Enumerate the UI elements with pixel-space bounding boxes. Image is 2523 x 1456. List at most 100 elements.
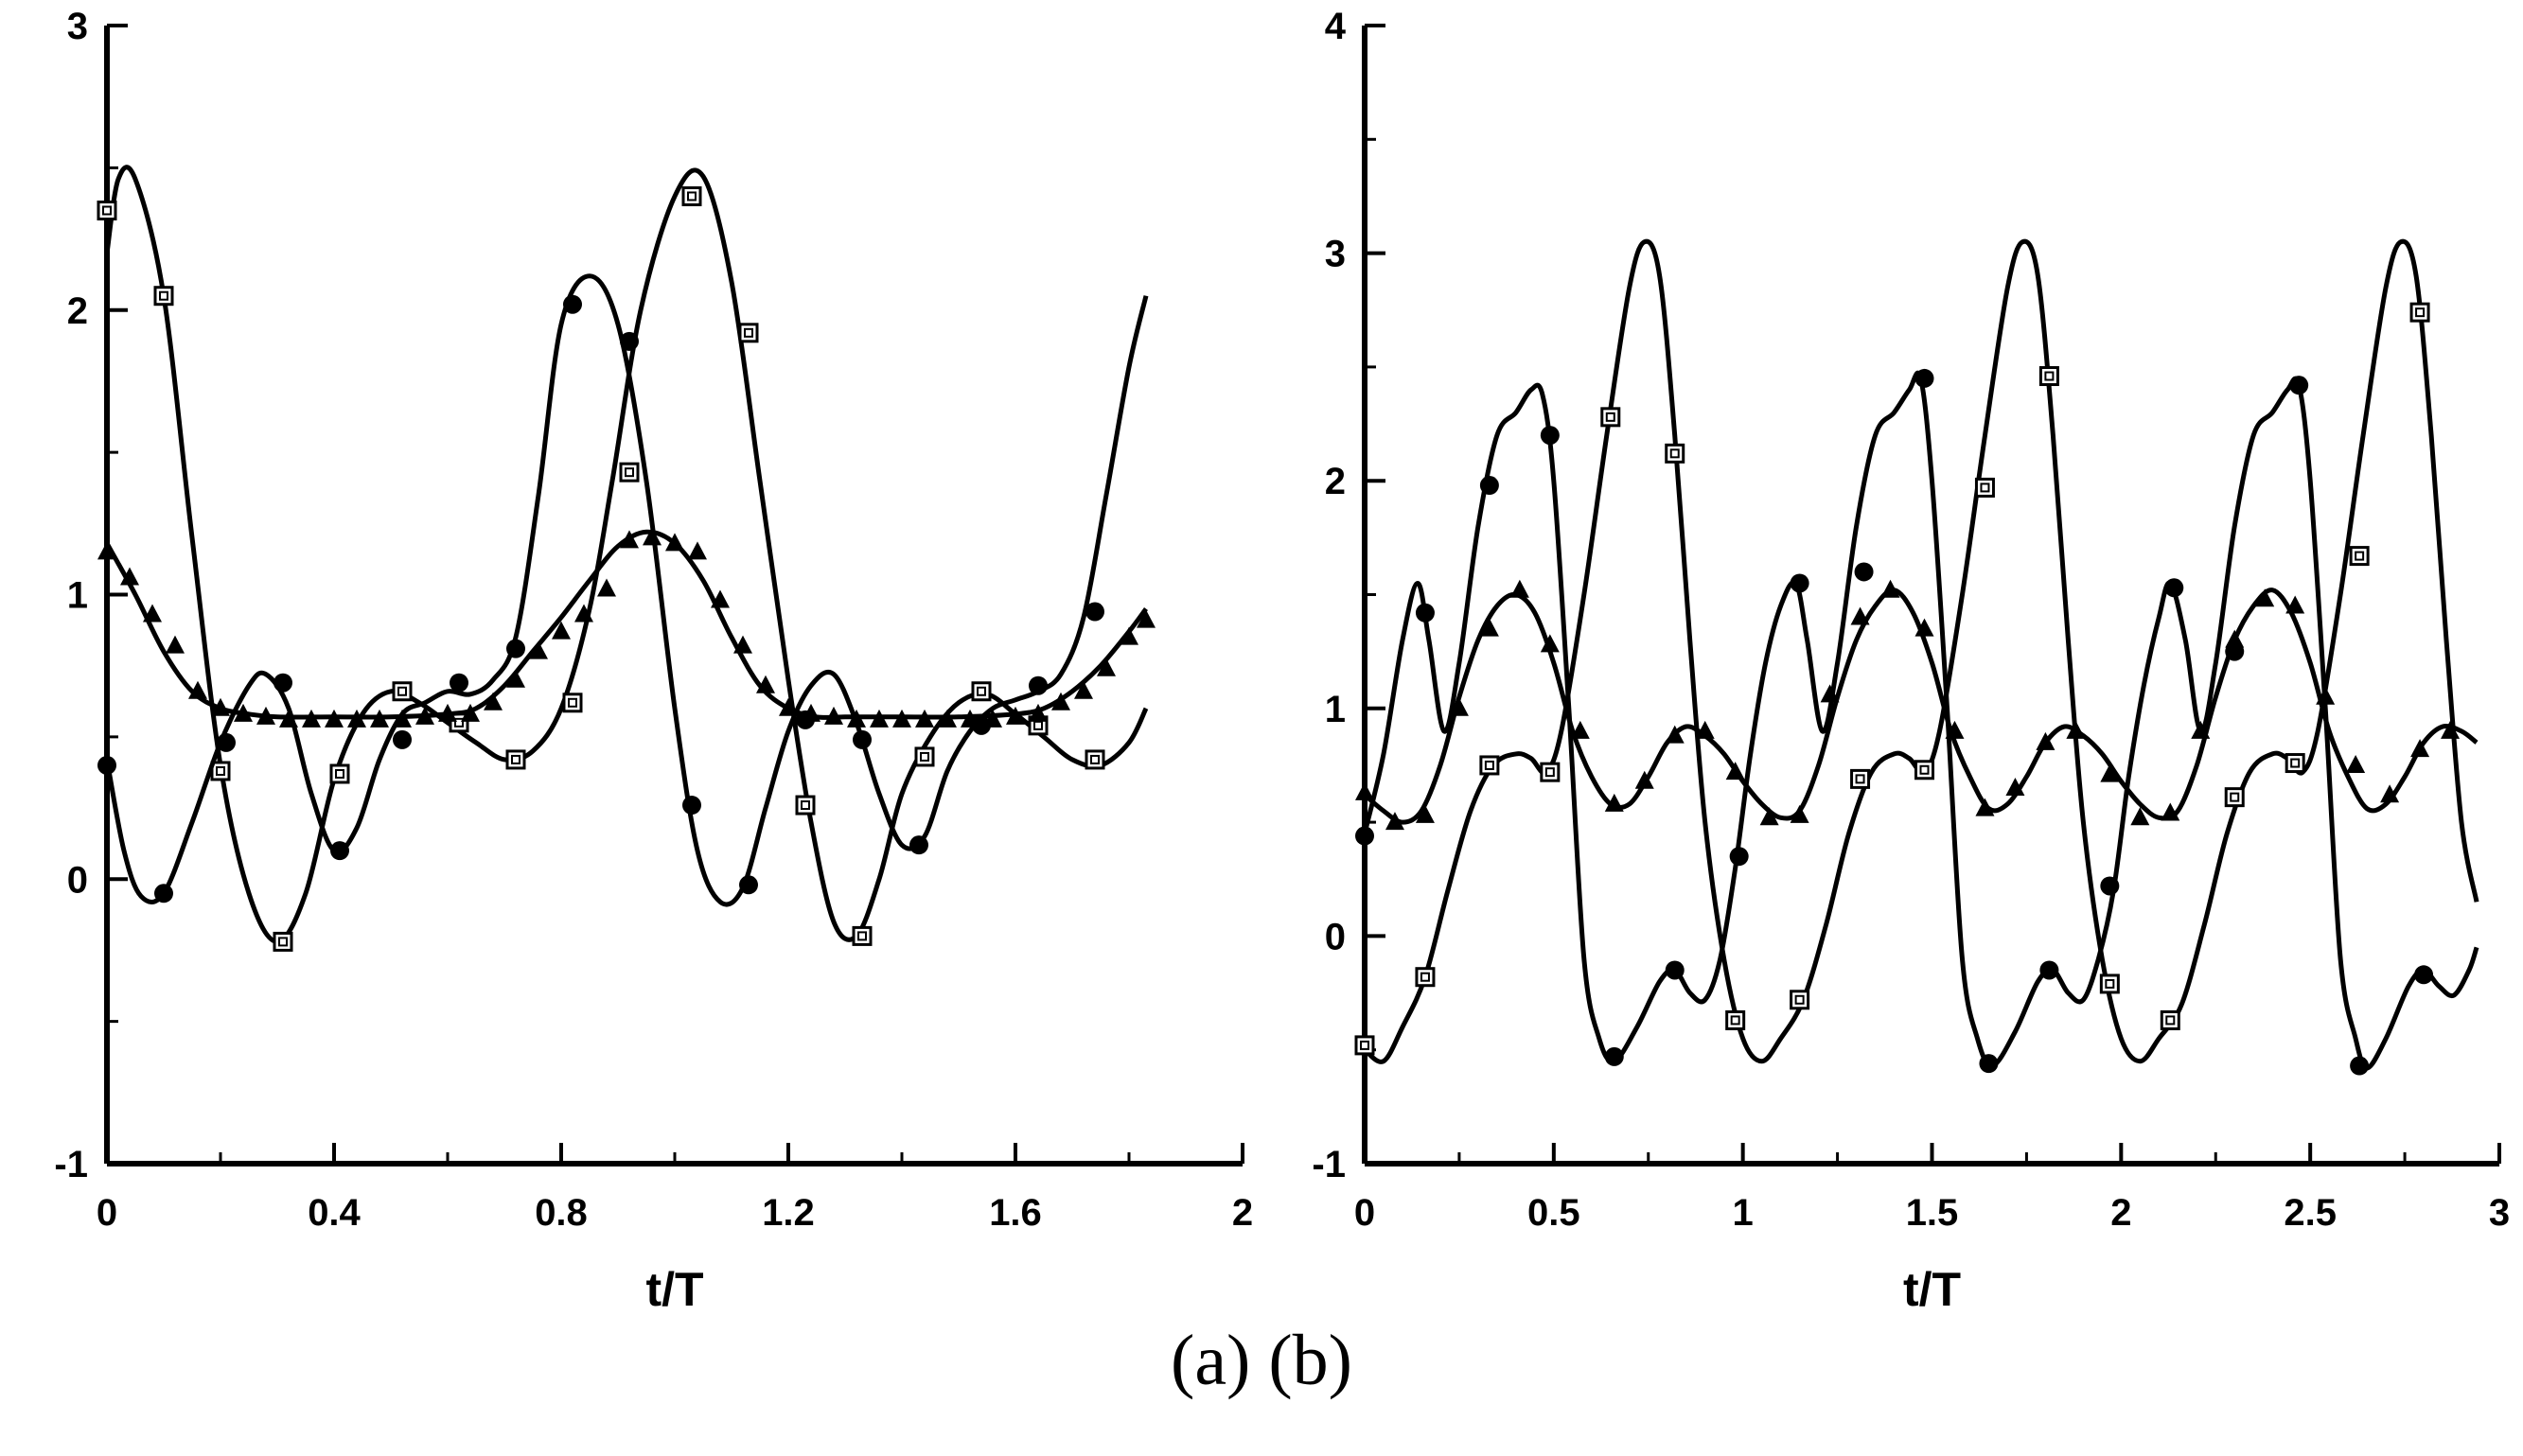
- filled-triangle-marker: [2191, 720, 2211, 739]
- filled-triangle-marker: [1006, 706, 1025, 725]
- open-square-marker: [1085, 749, 1105, 770]
- filled-triangle-marker: [1975, 798, 1995, 816]
- filled-triangle-marker: [665, 533, 684, 552]
- x-tick-label: 0: [1354, 1192, 1375, 1234]
- filled-circle-marker: [1415, 603, 1435, 623]
- filled-circle-marker: [682, 796, 701, 816]
- x-tick-label: 1.2: [762, 1192, 815, 1234]
- open-square-marker-inner: [454, 717, 464, 728]
- filled-circle-marker: [853, 729, 872, 749]
- filled-triangle-marker: [1097, 658, 1116, 676]
- filled-triangle-marker: [234, 703, 253, 722]
- filled-triangle-marker: [2316, 686, 2336, 705]
- open-square-marker: [914, 746, 935, 767]
- series-line-filled-circle: [104, 273, 1149, 907]
- filled-triangle-marker: [574, 604, 593, 623]
- series-line-filled-circle: [1362, 370, 2479, 1071]
- x-tick-label: 0.8: [535, 1192, 588, 1234]
- filled-triangle-marker: [2441, 720, 2461, 739]
- y-tick-label: 3: [1325, 234, 1346, 275]
- open-square-marker-inner: [1730, 1015, 1740, 1026]
- filled-triangle-marker: [2066, 720, 2086, 739]
- filled-triangle-marker: [2161, 802, 2180, 821]
- filled-triangle-marker: [2346, 754, 2366, 773]
- open-square-marker-inner: [511, 754, 520, 764]
- y-tick-label: 2: [1325, 461, 1346, 502]
- filled-circle-marker: [1914, 368, 1934, 388]
- filled-circle-marker: [2039, 960, 2059, 980]
- filled-triangle-marker: [120, 567, 139, 586]
- open-square-marker-inner: [1669, 448, 1680, 459]
- open-square-marker: [2160, 1009, 2180, 1030]
- open-square-marker: [562, 693, 583, 713]
- open-square-marker-inner: [2230, 792, 2240, 802]
- filled-circle-marker: [563, 294, 582, 314]
- open-square-marker: [795, 795, 816, 816]
- series-line-open-square: [1363, 238, 2479, 1064]
- filled-circle-marker: [2414, 965, 2434, 985]
- open-square-marker: [1415, 967, 1436, 988]
- filled-triangle-marker: [279, 709, 298, 728]
- filled-triangle-marker: [870, 709, 889, 728]
- filled-triangle-marker: [1540, 634, 1560, 653]
- filled-circle-marker: [1665, 960, 1685, 980]
- filled-circle-marker: [217, 732, 236, 752]
- filled-circle-marker: [620, 331, 639, 351]
- open-square-marker-inner: [335, 768, 344, 779]
- open-square-marker: [619, 462, 640, 482]
- filled-triangle-marker: [461, 703, 480, 722]
- x-tick-label: 0.5: [1527, 1192, 1580, 1234]
- filled-triangle-marker: [597, 578, 616, 597]
- filled-circle-marker: [330, 841, 349, 861]
- filled-triangle-marker: [892, 709, 911, 728]
- filled-triangle-marker: [143, 604, 162, 623]
- filled-triangle-marker: [847, 709, 866, 728]
- open-square-marker: [1600, 407, 1621, 428]
- filled-circle-marker: [1854, 562, 1874, 582]
- filled-triangle-marker: [552, 621, 571, 640]
- filled-triangle-marker: [1604, 793, 1624, 812]
- filled-triangle-marker: [711, 589, 730, 608]
- filled-triangle-marker: [2005, 778, 2025, 797]
- y-tick-label: 1: [1325, 689, 1346, 730]
- filled-triangle-marker: [1479, 618, 1499, 637]
- y-tick-label: 0: [1325, 916, 1346, 957]
- open-square-marker: [153, 286, 174, 307]
- filled-triangle-marker: [1850, 606, 1870, 625]
- filled-triangle-marker: [166, 635, 185, 654]
- y-tick-label: -1: [1312, 1144, 1346, 1185]
- open-square-marker: [97, 200, 117, 220]
- filled-triangle-marker: [1759, 807, 1779, 826]
- open-square-marker: [1850, 768, 1871, 789]
- filled-circle-marker: [1029, 675, 1048, 695]
- filled-circle-marker: [1979, 1054, 1999, 1074]
- open-square-marker: [1540, 762, 1561, 782]
- filled-triangle-marker: [1665, 725, 1685, 744]
- open-square-marker: [1665, 443, 1685, 464]
- filled-circle-marker: [1479, 476, 1499, 496]
- open-square-marker-inner: [1794, 994, 1805, 1005]
- x-axis-title: t/T: [1903, 1263, 1961, 1316]
- filled-triangle-marker: [961, 709, 979, 728]
- y-tick-label: 3: [67, 6, 88, 47]
- filled-triangle-marker: [983, 709, 1002, 728]
- open-square-marker: [1914, 760, 1935, 781]
- filled-circle-marker: [154, 884, 173, 903]
- open-square-marker-inner: [625, 467, 634, 478]
- filled-triangle-marker: [188, 680, 207, 699]
- filled-triangle-marker: [2285, 595, 2305, 614]
- filled-triangle-marker: [688, 541, 707, 560]
- filled-triangle-marker: [1137, 609, 1156, 628]
- open-square-marker-inner: [1544, 767, 1555, 778]
- figure-caption: (a) (b): [1171, 1321, 1352, 1400]
- open-square-marker: [2038, 366, 2059, 387]
- x-tick-label: 3: [2489, 1192, 2510, 1234]
- filled-circle-marker: [2100, 876, 2120, 896]
- filled-triangle-marker: [2255, 588, 2275, 607]
- x-tick-label: 2: [2110, 1192, 2131, 1234]
- filled-triangle-marker: [1634, 770, 1654, 789]
- filled-triangle-marker: [1820, 684, 1840, 703]
- open-square-marker: [681, 185, 702, 206]
- open-square-marker: [2349, 546, 2370, 567]
- filled-triangle-marker: [1051, 692, 1070, 710]
